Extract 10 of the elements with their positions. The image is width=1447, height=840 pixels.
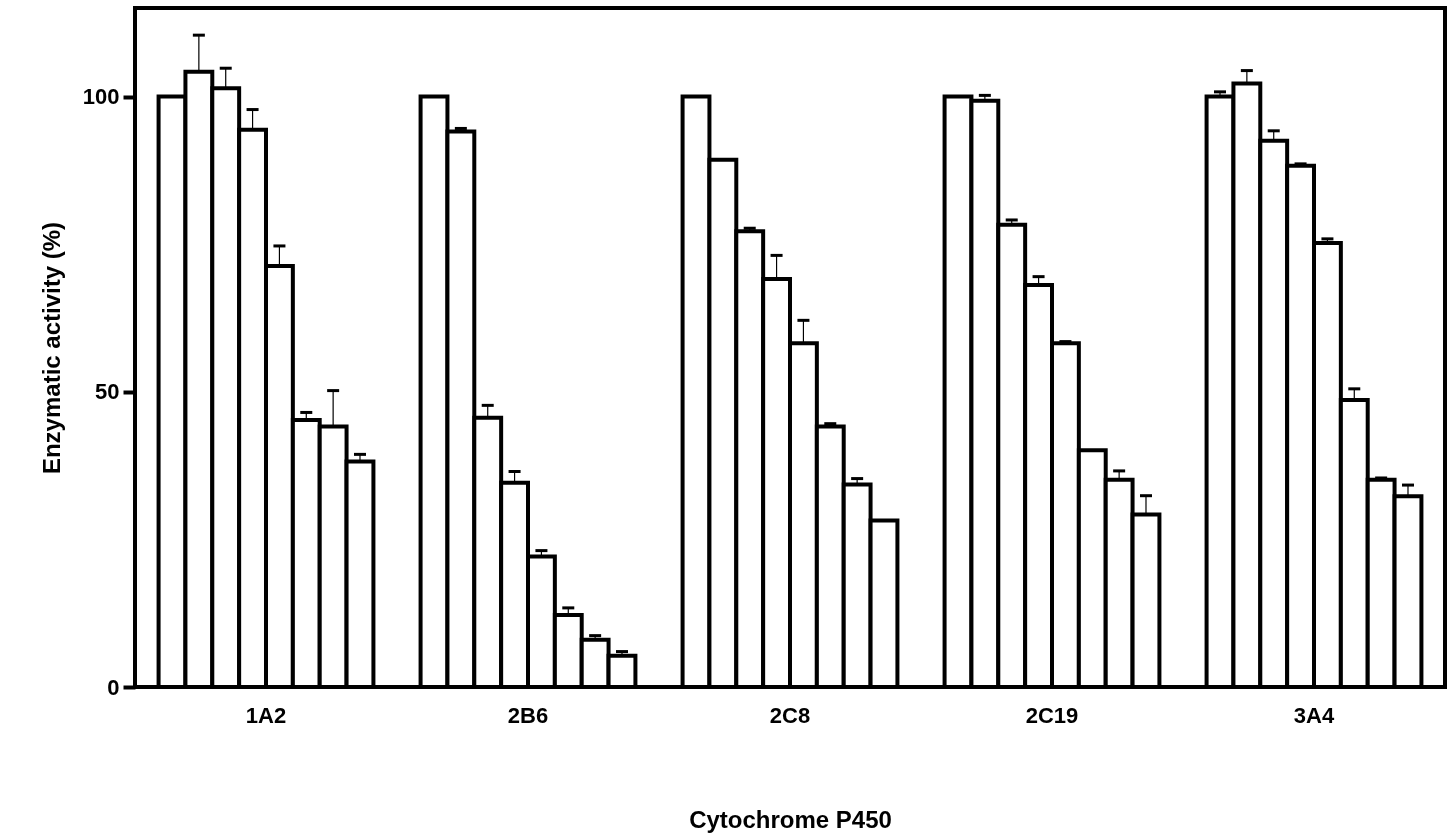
x-tick-label: 1A2: [245, 702, 287, 728]
x-tick-label: 2C8: [769, 702, 811, 728]
x-axis-title: Cytochrome P450: [689, 805, 892, 833]
y-tick-label: 100: [82, 84, 120, 110]
y-axis-title: Enzymatic activity (%): [37, 221, 65, 475]
x-tick-label: 3A4: [1293, 702, 1335, 728]
y-tick-label: 50: [95, 379, 120, 405]
y-tick-label: 0: [107, 674, 120, 700]
x-tick-label: 2C19: [1025, 702, 1079, 728]
x-tick-label: 2B6: [507, 702, 549, 728]
